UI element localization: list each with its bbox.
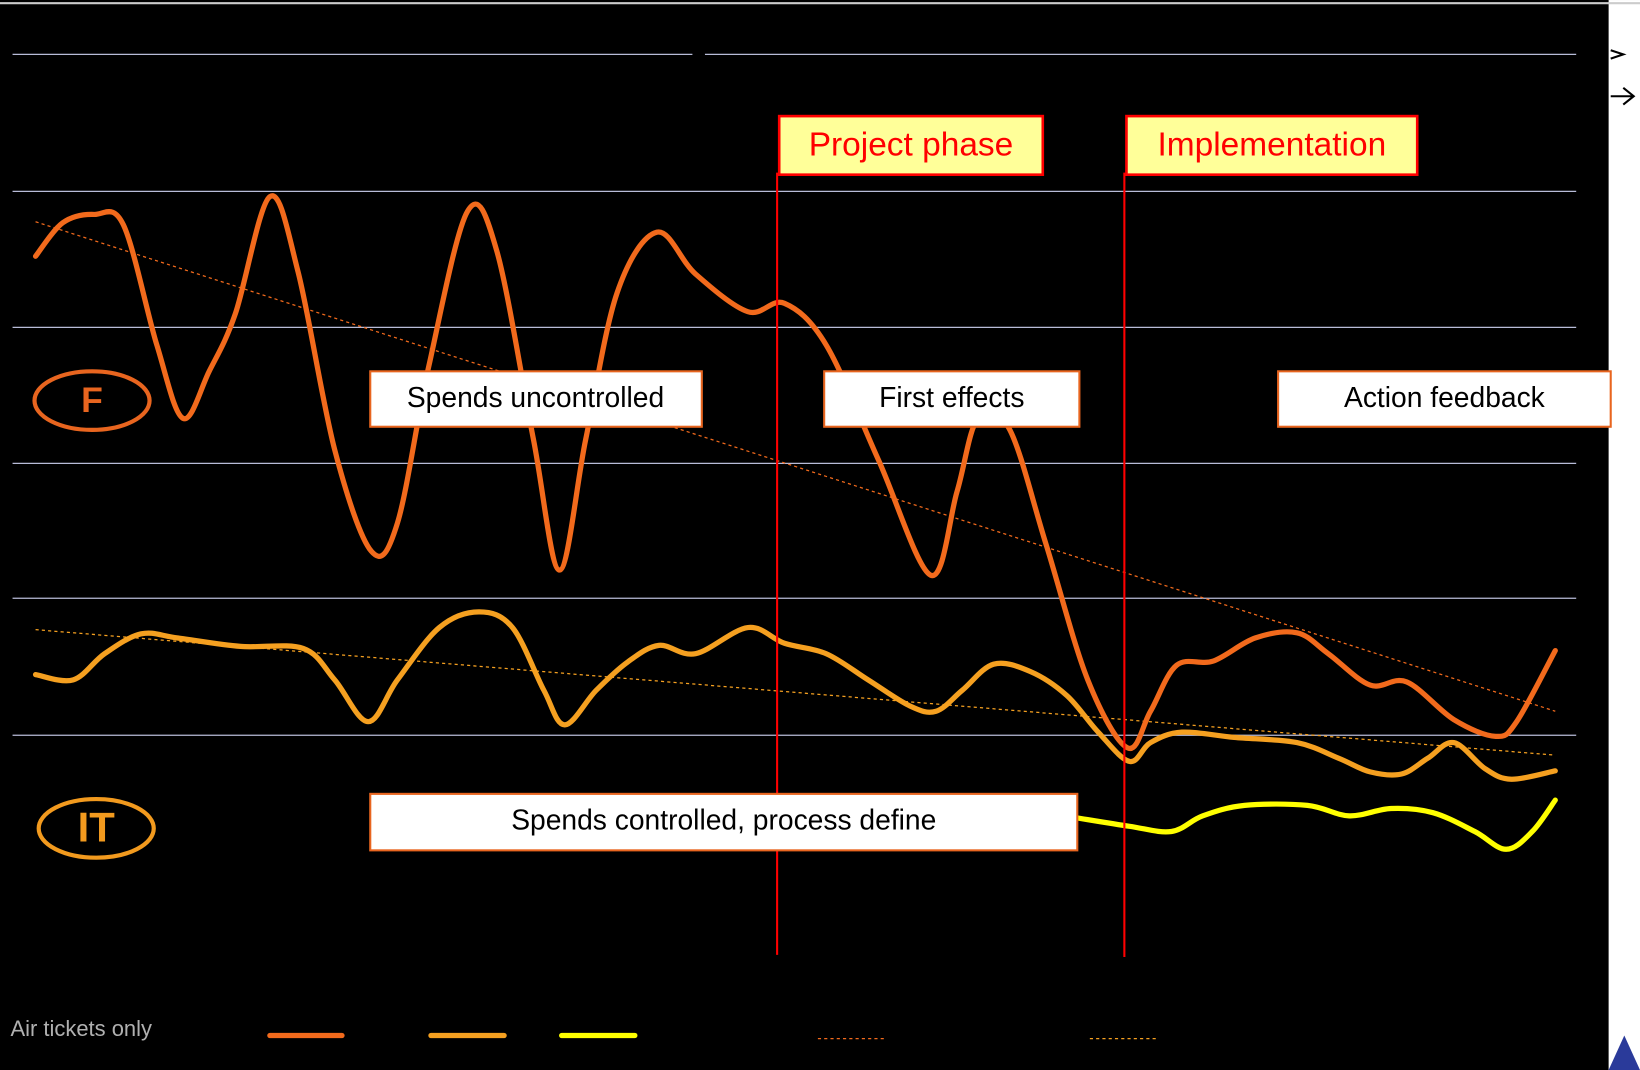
phase-label: Project phase: [809, 126, 1014, 163]
right-strip: [1608, 0, 1640, 1070]
trend-line: [35, 221, 1556, 712]
arrows: [1610, 49, 1636, 106]
curve-f: [32, 193, 1558, 751]
group-label: F: [81, 380, 103, 420]
phase-label: Implementation: [1157, 126, 1386, 163]
footnote: Air tickets only: [10, 1016, 152, 1041]
note-box: [369, 792, 1079, 852]
group-badge: [32, 369, 152, 432]
group-label: IT: [78, 804, 116, 851]
group-badge: [36, 797, 156, 860]
phase-box: [777, 114, 1045, 176]
curve-yellow: [1074, 797, 1558, 852]
trend-line: [35, 629, 1556, 756]
note-box: [1277, 370, 1612, 428]
note-text: Spends uncontrolled: [407, 381, 664, 413]
note-box: [823, 370, 1081, 428]
note-box: [369, 370, 703, 428]
note-text: Spends controlled, process define: [511, 804, 936, 836]
curve-it: [32, 609, 1558, 782]
corner-triangle: [1608, 1035, 1640, 1070]
note-text: Action feedback: [1344, 381, 1546, 413]
phase-box: [1125, 114, 1419, 176]
note-text: First effects: [879, 381, 1024, 413]
